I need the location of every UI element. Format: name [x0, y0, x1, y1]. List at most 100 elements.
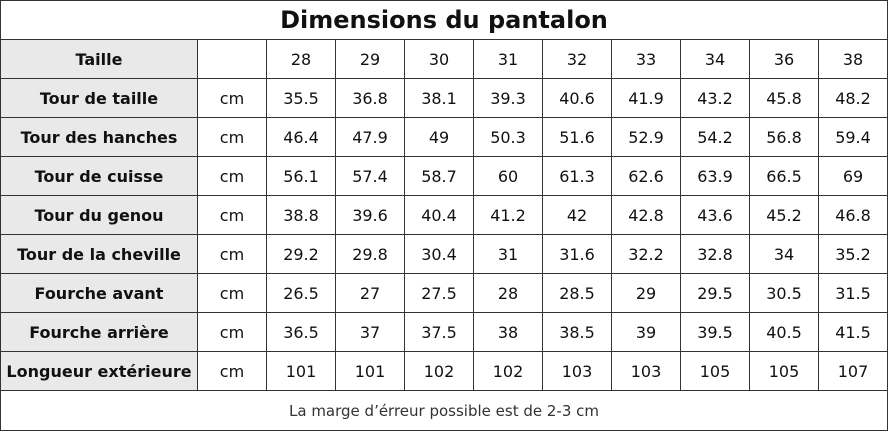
row-label: Tour de taille [0, 78, 198, 118]
header-row: Taille 28 29 30 31 32 33 34 36 38 [0, 39, 888, 79]
title-row: Dimensions du pantalon [0, 0, 888, 40]
unit-cell: cm [197, 234, 267, 274]
value-cell: 46.8 [818, 195, 888, 235]
value-cell: 27 [335, 273, 405, 313]
value-cell: 37 [335, 312, 405, 352]
size-header: 29 [335, 39, 405, 79]
value-cell: 51.6 [542, 117, 612, 157]
value-cell: 31.6 [542, 234, 612, 274]
row-label: Longueur extérieure [0, 351, 198, 391]
value-cell: 40.4 [404, 195, 474, 235]
value-cell: 101 [335, 351, 405, 391]
value-cell: 30.5 [749, 273, 819, 313]
unit-cell: cm [197, 156, 267, 196]
value-cell: 103 [542, 351, 612, 391]
row-label: Tour de cuisse [0, 156, 198, 196]
value-cell: 40.5 [749, 312, 819, 352]
value-cell: 40.6 [542, 78, 612, 118]
value-cell: 35.2 [818, 234, 888, 274]
measure-row: Tour de taille cm 35.5 36.8 38.1 39.3 40.6 41.9… [0, 78, 888, 118]
value-cell: 56.8 [749, 117, 819, 157]
unit-cell: cm [197, 351, 267, 391]
header-label: Taille [0, 39, 198, 79]
measure-row: Tour des hanches cm 46.4 47.9 49 50.3 51.6 52.9… [0, 117, 888, 157]
row-label: Tour des hanches [0, 117, 198, 157]
value-cell: 60 [473, 156, 543, 196]
value-cell: 101 [266, 351, 336, 391]
value-cell: 26.5 [266, 273, 336, 313]
value-cell: 47.9 [335, 117, 405, 157]
value-cell: 39.3 [473, 78, 543, 118]
value-cell: 32.8 [680, 234, 750, 274]
value-cell: 39 [611, 312, 681, 352]
value-cell: 35.5 [266, 78, 336, 118]
measure-row: Longueur extérieure cm 101 101 102 102 103 103 1… [0, 351, 888, 391]
value-cell: 28 [473, 273, 543, 313]
value-cell: 49 [404, 117, 474, 157]
value-cell: 103 [611, 351, 681, 391]
size-header: 34 [680, 39, 750, 79]
unit-cell: cm [197, 312, 267, 352]
value-cell: 38.5 [542, 312, 612, 352]
unit-header [197, 39, 267, 79]
value-cell: 66.5 [749, 156, 819, 196]
value-cell: 48.2 [818, 78, 888, 118]
unit-cell: cm [197, 195, 267, 235]
value-cell: 50.3 [473, 117, 543, 157]
value-cell: 105 [680, 351, 750, 391]
size-header: 31 [473, 39, 543, 79]
value-cell: 45.2 [749, 195, 819, 235]
value-cell: 39.5 [680, 312, 750, 352]
value-cell: 43.6 [680, 195, 750, 235]
value-cell: 38.8 [266, 195, 336, 235]
unit-cell: cm [197, 78, 267, 118]
value-cell: 59.4 [818, 117, 888, 157]
unit-cell: cm [197, 117, 267, 157]
row-label: Fourche avant [0, 273, 198, 313]
value-cell: 63.9 [680, 156, 750, 196]
value-cell: 28.5 [542, 273, 612, 313]
value-cell: 41.9 [611, 78, 681, 118]
row-label: Fourche arrière [0, 312, 198, 352]
value-cell: 27.5 [404, 273, 474, 313]
value-cell: 38.1 [404, 78, 474, 118]
value-cell: 36.8 [335, 78, 405, 118]
value-cell: 52.9 [611, 117, 681, 157]
value-cell: 29.8 [335, 234, 405, 274]
size-header: 32 [542, 39, 612, 79]
value-cell: 41.2 [473, 195, 543, 235]
value-cell: 42.8 [611, 195, 681, 235]
value-cell: 30.4 [404, 234, 474, 274]
value-cell: 37.5 [404, 312, 474, 352]
row-label: Tour de la cheville [0, 234, 198, 274]
size-header: 38 [818, 39, 888, 79]
value-cell: 102 [473, 351, 543, 391]
value-cell: 36.5 [266, 312, 336, 352]
value-cell: 32.2 [611, 234, 681, 274]
value-cell: 58.7 [404, 156, 474, 196]
value-cell: 34 [749, 234, 819, 274]
measure-row: Tour du genou cm 38.8 39.6 40.4 41.2 42 42.8 43.… [0, 195, 888, 235]
value-cell: 56.1 [266, 156, 336, 196]
measure-row: Fourche avant cm 26.5 27 27.5 28 28.5 29 29.5 30.… [0, 273, 888, 313]
value-cell: 69 [818, 156, 888, 196]
value-cell: 61.3 [542, 156, 612, 196]
measure-row: Tour de la cheville cm 29.2 29.8 30.4 31 31.6 3… [0, 234, 888, 274]
value-cell: 29 [611, 273, 681, 313]
value-cell: 42 [542, 195, 612, 235]
value-cell: 57.4 [335, 156, 405, 196]
value-cell: 107 [818, 351, 888, 391]
value-cell: 38 [473, 312, 543, 352]
value-cell: 29.2 [266, 234, 336, 274]
unit-cell: cm [197, 273, 267, 313]
footer-note: La marge d’érreur possible est de 2-3 cm [0, 390, 888, 431]
size-table: Dimensions du pantalon Taille 28 29 30 31 32 3… [0, 0, 888, 431]
value-cell: 41.5 [818, 312, 888, 352]
size-header: 33 [611, 39, 681, 79]
value-cell: 62.6 [611, 156, 681, 196]
size-header: 30 [404, 39, 474, 79]
value-cell: 45.8 [749, 78, 819, 118]
value-cell: 54.2 [680, 117, 750, 157]
value-cell: 102 [404, 351, 474, 391]
